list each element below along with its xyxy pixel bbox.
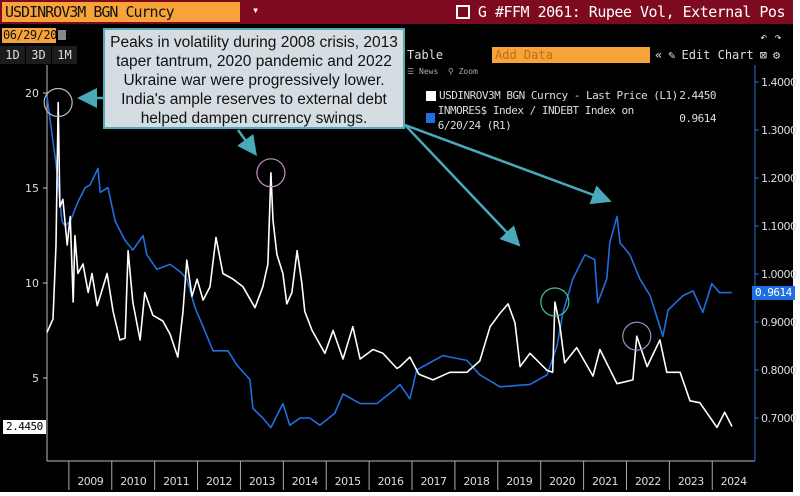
legend-item-white: USDINROV3M BGN Curncy - Last Price (L1) 2… xyxy=(426,88,716,103)
annotation-arrow xyxy=(404,124,521,247)
legend-value: 2.4450 xyxy=(679,89,716,102)
right-tick-label: 0.9000 xyxy=(761,316,797,329)
left-tick-label: 15 xyxy=(25,182,39,195)
peak-circle xyxy=(43,87,73,118)
legend-swatch xyxy=(426,90,436,101)
right-tick-label: 1.1000 xyxy=(761,220,797,233)
right-tick-label: 1.2000 xyxy=(761,172,797,185)
series-line-blue xyxy=(46,96,733,429)
x-tick-label: 2013 xyxy=(249,475,275,488)
series-line-white xyxy=(46,101,733,429)
x-tick-label: 2019 xyxy=(506,475,532,488)
annotation-box: Peaks in volatility during 2008 crisis, … xyxy=(103,28,405,129)
dropdown-icon[interactable]: ▾ xyxy=(252,3,260,17)
x-tick-label: 2020 xyxy=(549,475,575,488)
peak-circle xyxy=(540,287,570,317)
legend-item-blue: INMORES$ Index / INDEBT Index on 6/20/24… xyxy=(426,103,716,133)
left-tick-label: 5 xyxy=(32,372,39,385)
export-icon[interactable] xyxy=(455,5,470,19)
legend-value: 0.9614 xyxy=(679,111,716,125)
period-3d[interactable]: 3D xyxy=(26,46,51,64)
pencil-icon: ✎ xyxy=(668,48,676,62)
edit-chart-button[interactable]: Edit Chart xyxy=(681,48,754,62)
x-tick-label: 2022 xyxy=(635,475,661,488)
ticker-input[interactable]: USDINROV3M BGN Curncy xyxy=(2,2,240,22)
legend-swatch xyxy=(426,113,435,123)
x-tick-label: 2011 xyxy=(163,475,189,488)
x-tick-label: 2015 xyxy=(335,475,361,488)
peak-circle xyxy=(622,321,652,351)
table-button[interactable]: Table xyxy=(407,48,444,62)
x-tick-label: 2014 xyxy=(292,475,318,488)
x-tick-label: 2023 xyxy=(678,475,704,488)
top-bar: USDINROV3M BGN Curncy ▾ G #FFM 2061: Rup… xyxy=(0,0,793,24)
legend-label: USDINROV3M BGN Curncy - Last Price (L1) xyxy=(439,89,678,102)
last-value-left-tag: 2.4450 xyxy=(3,420,46,434)
undo-icon[interactable]: ↶ ↷ xyxy=(760,30,782,44)
last-value-right-tag: 0.9614 xyxy=(752,286,795,300)
period-buttons: 1D 3D 1M xyxy=(0,46,78,64)
x-tick-label: 2012 xyxy=(206,475,232,488)
right-tick-label: 0.7000 xyxy=(761,412,797,425)
x-tick-label: 2017 xyxy=(420,475,446,488)
news-button[interactable]: News xyxy=(419,67,439,76)
start-date-field[interactable]: 06/29/2008 xyxy=(2,28,71,43)
annotate-icon[interactable]: ⊠ xyxy=(759,48,767,62)
period-1m[interactable]: 1M xyxy=(52,46,77,64)
right-tick-label: 1.0000 xyxy=(761,268,797,281)
zoom-button[interactable]: Zoom xyxy=(458,67,478,76)
chart-tools: « ✎ Edit Chart ⊠ ⚙ xyxy=(655,46,780,64)
peak-circle xyxy=(256,158,286,188)
period-1d[interactable]: 1D xyxy=(0,46,25,64)
title-text: G #FFM 2061: Rupee Vol, External Pos xyxy=(477,3,786,21)
right-tick-label: 0.8000 xyxy=(761,364,797,377)
right-tick-label: 1.4000 xyxy=(761,76,797,89)
x-tick-label: 2024 xyxy=(721,475,747,488)
annotation-arrow xyxy=(404,123,612,205)
right-tick-label: 1.3000 xyxy=(761,124,797,137)
legend-label: INMORES$ Index / INDEBT Index on 6/20/24… xyxy=(437,104,634,132)
gear-icon[interactable]: ⚙ xyxy=(772,48,781,62)
collapse-button[interactable]: « xyxy=(655,48,663,62)
legend: USDINROV3M BGN Curncy - Last Price (L1) 2… xyxy=(422,84,720,132)
chart-title: G #FFM 2061: Rupee Vol, External Pos xyxy=(455,2,786,22)
left-tick-label: 10 xyxy=(25,277,39,290)
left-tick-label: 20 xyxy=(25,87,39,100)
x-tick-label: 2016 xyxy=(378,475,404,488)
sub-toolbar: ☰ News ⚲ Zoom xyxy=(407,67,478,76)
x-tick-label: 2018 xyxy=(463,475,489,488)
x-tick-label: 2021 xyxy=(592,475,618,488)
calendar-icon[interactable] xyxy=(58,30,66,40)
x-tick-label: 2010 xyxy=(120,475,146,488)
annotation-arrow xyxy=(236,129,257,157)
x-tick-label: 2009 xyxy=(77,475,103,488)
add-data-input[interactable]: Add Data xyxy=(492,47,650,63)
